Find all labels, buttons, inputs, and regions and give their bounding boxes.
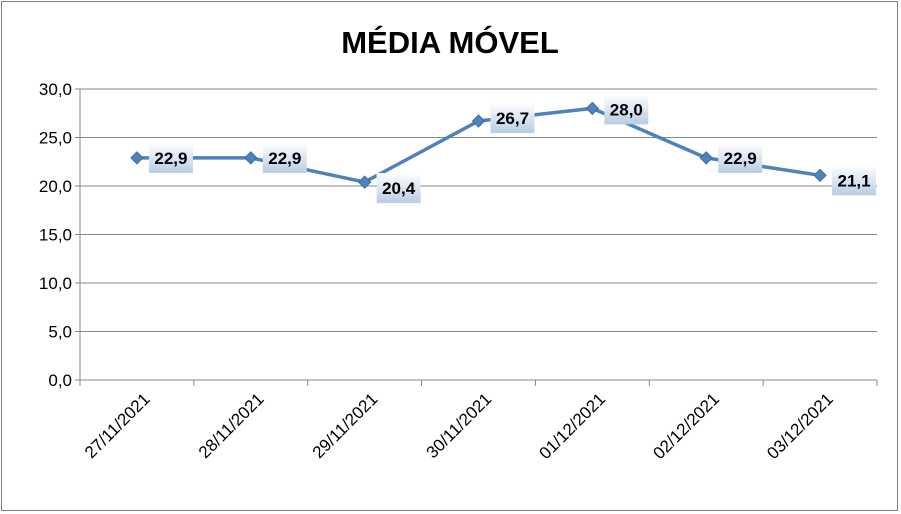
series-layer bbox=[130, 101, 827, 189]
data-label: 20,4 bbox=[376, 173, 421, 204]
x-tick-label: 30/11/2021 bbox=[423, 389, 496, 462]
data-point-marker bbox=[585, 101, 600, 116]
data-labels: 22,9 22,9 20,4 26,7 28,0 22,9 21,1 bbox=[148, 94, 877, 204]
y-tick-label: 30,0 bbox=[39, 80, 72, 99]
x-tick-label: 29/11/2021 bbox=[309, 389, 382, 462]
data-label-text: 28,0 bbox=[610, 100, 643, 119]
data-label-box bbox=[604, 94, 649, 125]
data-label-text: 22,9 bbox=[154, 149, 187, 168]
data-point-marker bbox=[813, 168, 827, 183]
y-tick-label: 5,0 bbox=[48, 323, 72, 342]
data-point-marker bbox=[357, 175, 372, 189]
chart-title: MÉDIA MÓVEL bbox=[341, 24, 559, 60]
data-label-text: 22,9 bbox=[724, 149, 757, 168]
data-point-marker bbox=[130, 151, 144, 165]
data-label-box bbox=[262, 142, 307, 173]
data-label: 26,7 bbox=[490, 103, 535, 134]
y-tick-label: 15,0 bbox=[39, 226, 72, 245]
y-tick-label: 0,0 bbox=[48, 371, 72, 390]
data-label: 22,9 bbox=[718, 142, 763, 173]
data-label-text: 21,1 bbox=[838, 171, 871, 190]
gridlines bbox=[80, 88, 877, 332]
data-label-box bbox=[718, 142, 763, 173]
x-tick-label: 28/11/2021 bbox=[195, 389, 268, 462]
data-label-box bbox=[148, 142, 193, 173]
data-label-box bbox=[832, 165, 877, 196]
data-label: 22,9 bbox=[148, 142, 193, 173]
data-label-text: 20,4 bbox=[382, 179, 416, 198]
y-tick-label: 20,0 bbox=[39, 177, 72, 196]
data-point-marker bbox=[699, 151, 713, 165]
data-point-marker bbox=[244, 151, 258, 165]
x-tick-label: 27/11/2021 bbox=[81, 389, 154, 462]
data-label: 28,0 bbox=[604, 94, 649, 125]
y-tick-label: 25,0 bbox=[39, 129, 72, 148]
y-tick-label: 10,0 bbox=[39, 274, 72, 293]
x-tick-label: 02/12/2021 bbox=[649, 389, 723, 463]
data-label: 21,1 bbox=[832, 165, 877, 196]
data-label-box bbox=[490, 103, 535, 134]
x-tick-label: 01/12/2021 bbox=[536, 389, 610, 463]
x-tick-label: 03/12/2021 bbox=[763, 389, 837, 463]
data-label-box bbox=[376, 173, 421, 204]
data-label-text: 22,9 bbox=[268, 149, 301, 168]
data-label: 22,9 bbox=[262, 142, 307, 173]
data-point-marker bbox=[471, 114, 486, 128]
data-label-text: 26,7 bbox=[496, 109, 529, 128]
